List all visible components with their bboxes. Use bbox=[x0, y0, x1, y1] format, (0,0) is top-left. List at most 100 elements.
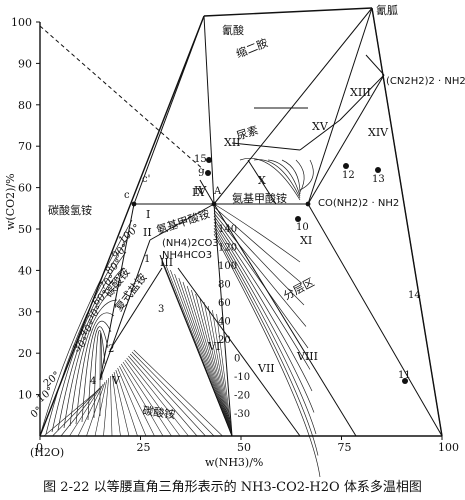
isotherm-label-right: 100 bbox=[218, 261, 237, 272]
phase-boundaries bbox=[39, 7, 443, 437]
fan-line bbox=[126, 357, 189, 437]
y-tick-label: 50 bbox=[18, 223, 32, 236]
fan-line bbox=[199, 297, 233, 437]
label-ammonium-bicarbonate: 碳酸氢铵 bbox=[48, 203, 92, 217]
isotherm-label-right: 0 bbox=[234, 354, 240, 365]
region-label-xi: XI bbox=[300, 234, 312, 247]
boundary-III bbox=[109, 267, 163, 351]
isotherm-curve-left bbox=[45, 235, 130, 435]
figure-caption: 图 2-22 以等腰直角三角形表示的 NH3-CO2-H2O 体系多温相图 bbox=[43, 480, 422, 495]
isotherm-curve-right bbox=[213, 206, 303, 284]
isotherm-curve-right bbox=[213, 230, 319, 456]
point-label-13: 13 bbox=[372, 174, 385, 185]
point-marker bbox=[343, 163, 349, 169]
region-label-iv: IV bbox=[194, 184, 207, 197]
label-layer-region: 分层区 bbox=[281, 276, 316, 303]
point-marker bbox=[295, 216, 301, 222]
fan-line bbox=[77, 383, 104, 437]
boundary-IX bbox=[199, 179, 215, 205]
point-label-4: 4 bbox=[90, 376, 96, 387]
fan-line bbox=[133, 349, 223, 437]
region-label-ix: IX bbox=[192, 186, 204, 199]
boundary-XV bbox=[299, 119, 341, 151]
y-tick-label: 60 bbox=[18, 182, 32, 195]
boundary-cyanamide-axis bbox=[371, 7, 443, 437]
isotherm-curves bbox=[39, 158, 321, 478]
fan-line bbox=[191, 289, 233, 437]
y-tick-label: 80 bbox=[18, 99, 32, 112]
point-marker bbox=[206, 157, 212, 163]
point-label-9: 9 bbox=[198, 168, 204, 179]
point-marker bbox=[305, 201, 311, 207]
y-tick-label: 100 bbox=[11, 16, 32, 29]
isotherm-curve-left bbox=[63, 283, 121, 429]
fan-line bbox=[122, 361, 172, 437]
point-label-15: 15 bbox=[194, 154, 207, 165]
point-marker bbox=[211, 201, 217, 207]
fan-line bbox=[203, 301, 233, 437]
point-marker bbox=[375, 167, 381, 173]
boundary-A-down bbox=[213, 203, 233, 437]
isotherm-label-right: 140 bbox=[218, 224, 237, 235]
isotherm-label-right: -20 bbox=[234, 391, 250, 402]
isotherm-curve-left bbox=[39, 219, 133, 437]
x-tick-label: 0 bbox=[36, 441, 43, 454]
isotherm-curve-top bbox=[281, 159, 301, 195]
isotherm-curve-left bbox=[93, 330, 106, 419]
y-tick-label: 40 bbox=[18, 264, 32, 277]
fan-line bbox=[178, 277, 233, 437]
fan-line bbox=[212, 309, 233, 437]
isotherm-label-right: 40 bbox=[218, 317, 231, 328]
region-label-xiii: XIII bbox=[350, 86, 371, 99]
point-label-14: 14 bbox=[408, 290, 421, 301]
point-label-11: 11 bbox=[398, 370, 411, 381]
isotherm-label-right: 120 bbox=[218, 243, 237, 254]
y-tick-label: 10 bbox=[18, 389, 32, 402]
point-label-1: 1 bbox=[144, 254, 150, 265]
region-label-viii: VIII bbox=[296, 350, 318, 363]
fan-line bbox=[131, 351, 215, 437]
isotherm-curve-top bbox=[239, 158, 301, 201]
isotherm-label-right: -30 bbox=[234, 409, 250, 420]
y-tick-label: 90 bbox=[18, 57, 32, 70]
point-marker bbox=[131, 201, 137, 207]
isotherm-curve-right bbox=[213, 212, 307, 327]
isotherm-curve-right bbox=[213, 224, 315, 413]
boundary-urea-dicyan bbox=[307, 74, 385, 205]
region-label-v: V bbox=[111, 374, 121, 387]
isotherm-curve-right bbox=[213, 221, 313, 392]
boundary-A-carbonate bbox=[149, 203, 215, 241]
point-marker bbox=[402, 378, 408, 384]
point-label-10: 10 bbox=[296, 222, 309, 233]
boundary-cyanamide-urea bbox=[307, 7, 373, 205]
fan-line bbox=[129, 353, 206, 437]
x-tick-label: 25 bbox=[137, 441, 151, 454]
isotherm-curve-top bbox=[253, 159, 301, 199]
edge-left bbox=[39, 15, 205, 437]
fan-line bbox=[113, 371, 130, 437]
y-axis-title: w(CO2)/% bbox=[4, 173, 17, 230]
fan-line bbox=[170, 269, 233, 437]
point-label-2: 2 bbox=[108, 344, 114, 355]
label-dicyandiamide-formula: (CN2H2)2 · NH2 bbox=[386, 76, 465, 87]
isotherm-label-left: 90° bbox=[110, 242, 131, 262]
region-label-iii: III bbox=[160, 256, 173, 269]
fan-line bbox=[124, 359, 181, 437]
region-label-vii: VII bbox=[257, 362, 275, 375]
boundary-c-down bbox=[99, 203, 135, 381]
isotherm-label-right: 20 bbox=[218, 335, 231, 346]
edge-top bbox=[203, 7, 373, 17]
y-tick-label: 30 bbox=[18, 306, 32, 319]
boundary-XII bbox=[231, 142, 301, 151]
fan-line bbox=[120, 363, 164, 437]
isotherm-curve-right bbox=[213, 218, 311, 370]
fan-line bbox=[182, 281, 233, 437]
point-label-12: 12 bbox=[342, 170, 355, 181]
isotherm-curve-right bbox=[213, 203, 301, 263]
point-label-c: c bbox=[124, 190, 130, 201]
point-marker bbox=[205, 170, 211, 176]
label-urea-formula: CO(NH2)2 · NH2 bbox=[318, 198, 399, 209]
region-label-xii: XII bbox=[224, 136, 241, 149]
boundary-carbonate-down bbox=[99, 239, 151, 381]
